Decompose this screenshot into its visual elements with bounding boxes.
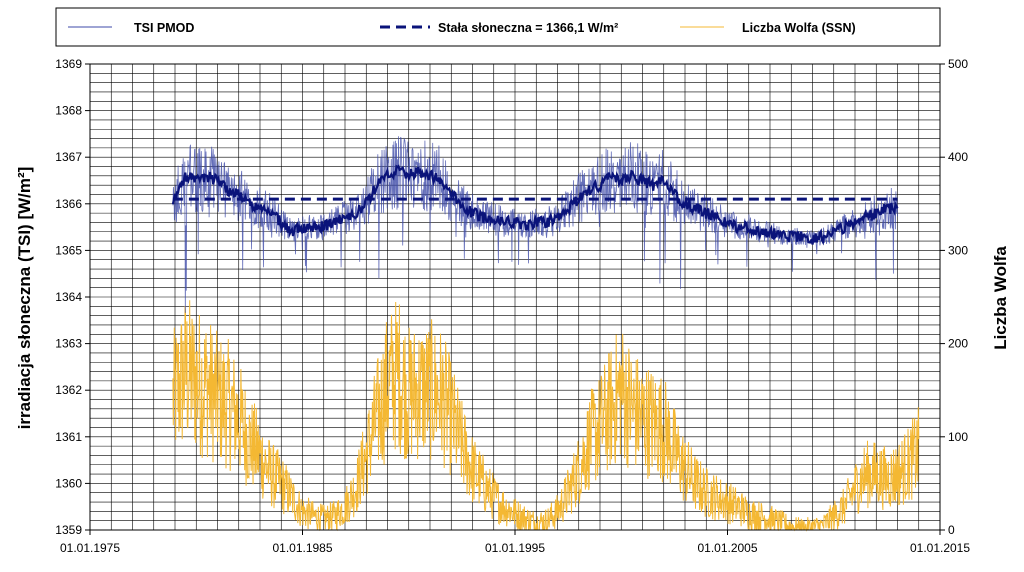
x-tick-label: 01.01.1975 [60, 541, 120, 555]
y-tick-label: 1369 [55, 57, 82, 71]
y-tick-label: 1359 [55, 523, 82, 537]
y2-tick-label: 100 [948, 430, 968, 444]
x-tick-label: 01.01.2005 [697, 541, 757, 555]
axes: 1359 1360 1361 1362 1363 1364 1365 1366 1367 1368… [55, 57, 970, 555]
gridlines [89, 63, 941, 531]
legend-box [55, 7, 941, 47]
legend: TSI PMOD Stała słoneczna = 1366,1 W/m² L… [55, 7, 941, 47]
x-tick-label: 01.01.1985 [272, 541, 332, 555]
legend-label-tsi: TSI PMOD [134, 21, 194, 35]
y-tick-label: 1364 [55, 290, 82, 304]
x-tick-label: 01.01.1995 [485, 541, 545, 555]
x-tick-label: 01.01.2015 [910, 541, 970, 555]
y-tick-label: 1360 [55, 476, 82, 490]
y-axis-title: irradiacja słoneczna (TSI) [W/m²] [15, 167, 34, 430]
y2-tick-label: 400 [948, 150, 968, 164]
y2-tick-label: 200 [948, 337, 968, 351]
y2-tick-label: 0 [948, 523, 955, 537]
y-tick-label: 1366 [55, 197, 82, 211]
legend-label-constant: Stała słoneczna = 1366,1 W/m² [438, 21, 618, 35]
y2-axis-title: Liczba Wolfa [991, 246, 1010, 350]
y-tick-label: 1365 [55, 243, 82, 257]
legend-label-ssn: Liczba Wolfa (SSN) [742, 21, 856, 35]
series-tsi-smoothed-line [171, 164, 899, 246]
y2-tick-label: 300 [948, 243, 968, 257]
y-tick-label: 1363 [55, 337, 82, 351]
y2-tick-label: 500 [948, 57, 968, 71]
y-tick-label: 1361 [55, 430, 82, 444]
y-tick-label: 1362 [55, 383, 82, 397]
y-tick-label: 1368 [55, 104, 82, 118]
y-tick-label: 1367 [55, 150, 82, 164]
